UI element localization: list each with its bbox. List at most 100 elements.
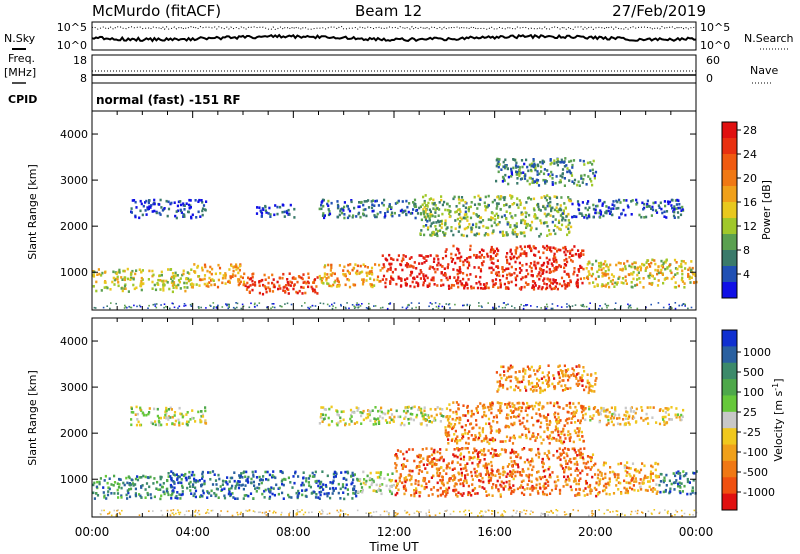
- data-cell: [641, 409, 644, 412]
- data-cell: [297, 489, 300, 493]
- data-cell: [573, 270, 576, 274]
- data-cell: [619, 262, 622, 265]
- ground-cell: [155, 306, 158, 309]
- data-cell: [258, 280, 261, 283]
- data-cell: [429, 212, 432, 216]
- data-cell: [313, 288, 316, 292]
- cpid-value: normal (fast) -151 RF: [96, 93, 241, 107]
- ground-cell: [441, 305, 444, 308]
- data-cell: [407, 422, 411, 425]
- data-cell: [482, 464, 485, 468]
- data-cell: [318, 497, 321, 500]
- data-cell: [234, 274, 237, 278]
- data-cell: [188, 470, 191, 474]
- data-cell: [269, 215, 272, 218]
- data-cell: [354, 490, 357, 493]
- data-cell: [573, 477, 576, 480]
- data-cell: [132, 277, 135, 281]
- data-cell: [543, 212, 546, 216]
- data-cell: [202, 491, 205, 495]
- data-cell: [543, 416, 546, 419]
- data-cell: [544, 180, 547, 183]
- data-cell: [187, 210, 190, 214]
- data-cell: [564, 437, 567, 440]
- data-cell: [505, 255, 508, 259]
- data-cell: [145, 213, 148, 216]
- data-cell: [578, 487, 581, 491]
- data-cell: [181, 484, 184, 488]
- data-cell: [362, 481, 365, 485]
- data-cell: [292, 475, 295, 478]
- ground-cell: [498, 305, 500, 308]
- data-cell: [545, 256, 548, 260]
- data-cell: [262, 475, 265, 478]
- data-cell: [580, 406, 583, 409]
- data-cell: [585, 462, 588, 465]
- data-cell: [348, 423, 351, 426]
- data-cell: [457, 403, 460, 406]
- data-cell: [439, 229, 442, 232]
- data-cell: [408, 448, 411, 451]
- data-cell: [174, 419, 177, 423]
- data-cell: [467, 493, 470, 497]
- data-cell: [389, 485, 392, 488]
- data-cell: [513, 158, 517, 162]
- data-cell: [502, 465, 505, 469]
- data-cell: [228, 487, 231, 491]
- data-cell: [169, 483, 172, 487]
- data-cell: [155, 487, 158, 490]
- data-cell: [566, 462, 569, 465]
- data-cell: [183, 215, 186, 218]
- data-cell: [263, 273, 266, 277]
- data-cell: [491, 486, 494, 490]
- ground-cell: [478, 305, 480, 307]
- data-cell: [158, 416, 161, 420]
- data-cell: [568, 256, 571, 259]
- data-cell: [519, 254, 522, 257]
- data-cell: [496, 162, 499, 165]
- data-cell: [538, 285, 541, 288]
- data-cell: [459, 210, 462, 213]
- data-cell: [510, 169, 513, 173]
- data-cell: [491, 473, 494, 476]
- data-cell: [548, 279, 551, 283]
- data-cell: [301, 277, 304, 281]
- data-cell: [382, 274, 386, 278]
- data-cell: [356, 421, 359, 424]
- data-cell: [457, 479, 460, 482]
- data-cell: [337, 491, 340, 495]
- data-cell: [395, 409, 398, 413]
- data-cell: [589, 177, 592, 181]
- data-cell: [615, 484, 618, 487]
- data-cell: [610, 406, 613, 410]
- data-cell: [561, 168, 565, 171]
- data-cell: [148, 411, 151, 414]
- data-cell: [564, 459, 567, 463]
- data-cell: [459, 268, 462, 271]
- data-cell: [298, 275, 301, 279]
- data-cell: [472, 286, 475, 290]
- data-cell: [459, 439, 462, 442]
- data-cell: [184, 472, 187, 476]
- data-cell: [382, 203, 385, 207]
- data-cell: [206, 269, 209, 273]
- data-cell: [296, 496, 299, 500]
- data-cell: [231, 273, 235, 276]
- ground-cell: [109, 307, 111, 310]
- data-cell: [664, 411, 667, 414]
- ground-cell: [469, 304, 471, 307]
- colorbar-cell: [722, 250, 737, 267]
- data-cell: [562, 485, 565, 488]
- data-cell: [560, 276, 564, 280]
- data-cell: [519, 473, 522, 477]
- data-cell: [436, 450, 439, 454]
- data-cell: [291, 486, 294, 489]
- data-cell: [547, 480, 550, 484]
- data-cell: [456, 461, 459, 464]
- data-cell: [237, 271, 240, 275]
- data-cell: [554, 224, 557, 227]
- data-cell: [500, 409, 503, 413]
- data-cell: [476, 452, 479, 455]
- data-cell: [247, 481, 250, 484]
- data-cell: [487, 226, 490, 230]
